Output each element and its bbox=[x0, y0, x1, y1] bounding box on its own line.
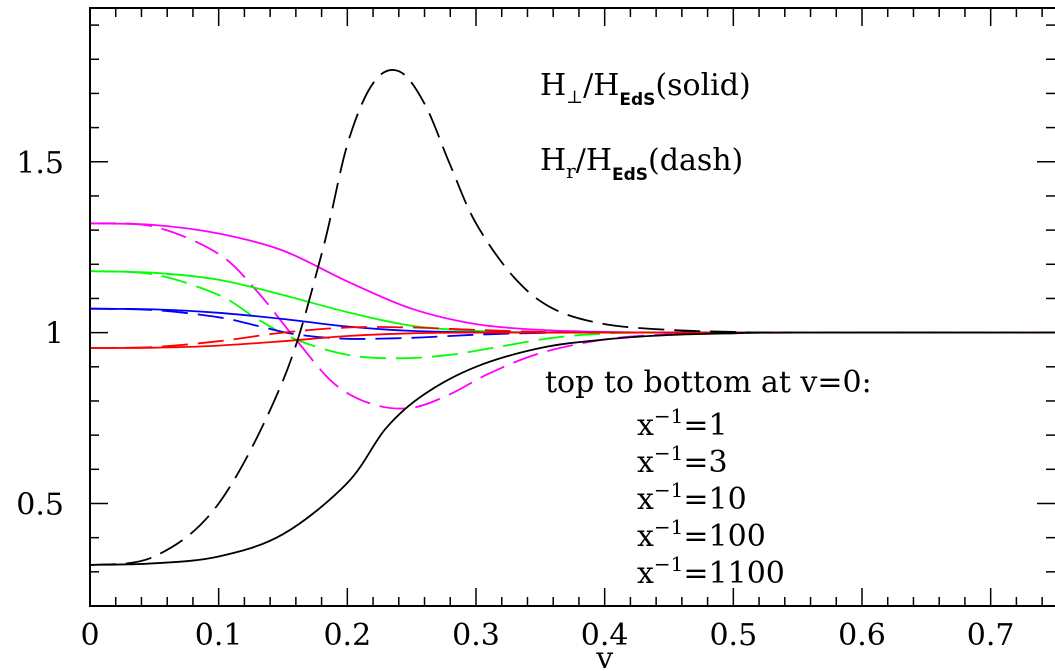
x-tick-label: 0.7 bbox=[967, 618, 1015, 653]
dash-annotation: Hr/HEdS(dash) bbox=[540, 143, 743, 185]
svg-text:Hr/HEdS(dash): Hr/HEdS(dash) bbox=[540, 143, 743, 185]
dash-annotation-symbol: r bbox=[566, 159, 576, 183]
series-line-solid-2 bbox=[89, 270, 1055, 334]
solid-annotation-sub: EdS bbox=[619, 90, 655, 110]
series-line-dash-9 bbox=[89, 69, 1055, 566]
y-tick-label: 0.5 bbox=[16, 487, 64, 522]
x-tick-label: 0.4 bbox=[581, 618, 629, 653]
x-tick-label: 0.5 bbox=[709, 618, 757, 653]
dash-annotation-fraction: /H bbox=[576, 143, 612, 178]
legend-item: x−1=3 bbox=[637, 441, 728, 480]
dash-annotation-main: H bbox=[540, 143, 566, 178]
dash-annotation-note: (dash) bbox=[648, 143, 743, 178]
solid-annotation: H⊥/HEdS(solid) bbox=[540, 68, 751, 110]
series-line-solid-6 bbox=[89, 331, 1055, 349]
legend-title: top to bottom at v=0: bbox=[545, 365, 872, 400]
legend-item: x−1=1 bbox=[637, 404, 728, 443]
y-tick-label: 1.5 bbox=[16, 146, 64, 181]
series-line-dash-1 bbox=[89, 222, 1055, 410]
solid-annotation-symbol: ⊥ bbox=[566, 87, 583, 108]
series-line-dash-5 bbox=[89, 307, 1055, 340]
series-group bbox=[89, 69, 1055, 566]
series-line-dash-7 bbox=[89, 326, 1055, 349]
x-tick-label: 0 bbox=[80, 618, 99, 653]
tick-group bbox=[89, 8, 1055, 606]
solid-annotation-note: (solid) bbox=[655, 68, 750, 103]
plot-frame bbox=[89, 7, 1055, 607]
tick-label-group: 0 0.1 0.2 0.3 0.4 0.5 0.6 0.7 0.5 1 1.5 bbox=[16, 146, 1014, 653]
legend-item: x−1=100 bbox=[637, 515, 766, 554]
legend-item: x−1=1100 bbox=[637, 552, 785, 591]
y-tick-label: 1 bbox=[45, 317, 64, 352]
x-tick-label: 0.6 bbox=[838, 618, 886, 653]
x-axis-label: v bbox=[595, 641, 613, 671]
x-tick-label: 0.2 bbox=[323, 618, 371, 653]
solid-annotation-main: H bbox=[540, 68, 566, 103]
x-tick-label: 0.1 bbox=[195, 618, 243, 653]
x-tick-label: 0.3 bbox=[452, 618, 500, 653]
svg-text:H⊥/HEdS(solid): H⊥/HEdS(solid) bbox=[540, 68, 751, 110]
dash-annotation-sub: EdS bbox=[612, 165, 648, 185]
legend-item: x−1=10 bbox=[637, 478, 747, 517]
solid-annotation-fraction: /H bbox=[583, 68, 619, 103]
